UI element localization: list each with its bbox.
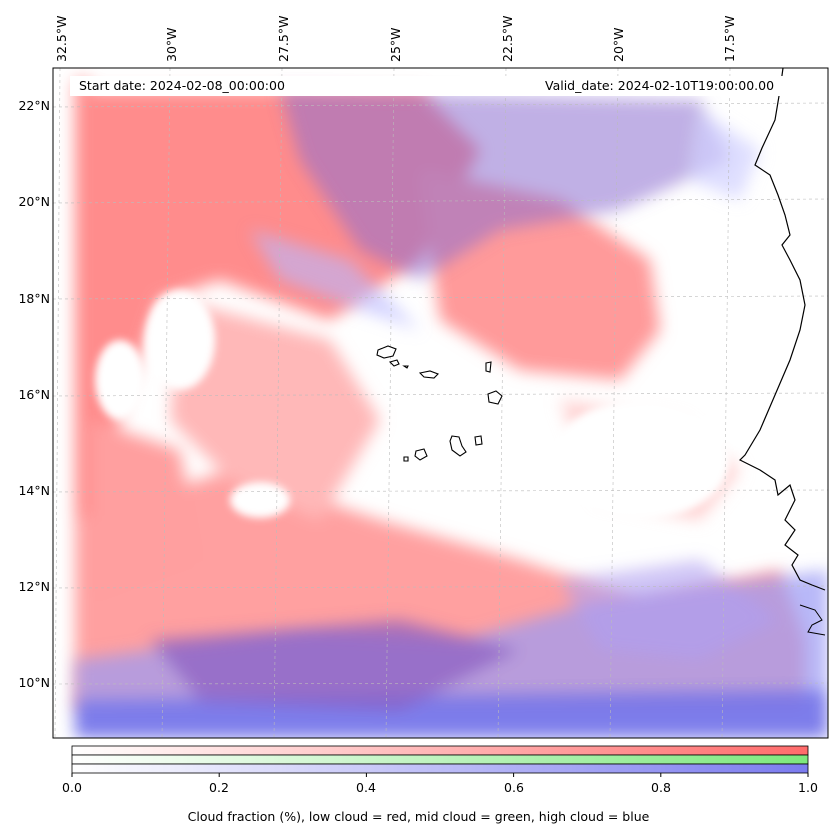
gridlines	[53, 68, 828, 738]
clear-sky-patches	[95, 210, 810, 520]
lat-label-14n: 14°N	[18, 483, 50, 498]
map-frame	[52, 67, 829, 739]
island-santa-luzia	[402, 365, 409, 369]
lat-label-20n: 20°N	[18, 194, 50, 209]
lat-label-16n: 16°N	[18, 387, 50, 402]
lon-label-22-5w: 22.5°W	[500, 15, 515, 62]
colorbar-low	[71, 745, 809, 756]
lon-label-17-5w: 17.5°W	[722, 15, 737, 62]
lon-label-32-5w: 32.5°W	[54, 15, 69, 62]
colorbar-tick-2: 0.4	[356, 780, 376, 795]
lat-label-18n: 18°N	[18, 291, 50, 306]
high-cloud-layer	[75, 90, 828, 738]
island-sao-nicolau	[418, 370, 439, 379]
island-sao-vicente	[388, 359, 400, 367]
colorbar-label: Cloud fraction (%), low cloud = red, mid…	[187, 809, 650, 824]
lon-label-30w: 30°W	[164, 27, 179, 62]
colorbar-mid	[71, 754, 809, 765]
valid-date-label: Valid_date: 2024-02-10T19:00:00.00	[545, 78, 775, 93]
map-canvas	[53, 68, 828, 738]
lat-label-22n: 22°N	[18, 98, 50, 113]
colorbar	[71, 745, 809, 777]
island-santo-antao	[376, 345, 397, 359]
lat-label-12n: 12°N	[18, 579, 50, 594]
header-banner	[70, 76, 808, 96]
colorbar-tick-3: 0.6	[504, 780, 524, 795]
colorbar-high	[71, 763, 809, 774]
lon-label-20w: 20°W	[611, 27, 626, 62]
island-boa-vista	[487, 390, 503, 405]
colorbar-tick-5: 1.0	[798, 780, 818, 795]
island-fogo	[414, 448, 428, 461]
colorbar-tick-4: 0.8	[651, 780, 671, 795]
africa-coastline	[738, 68, 826, 591]
lon-label-25w: 25°W	[388, 27, 403, 62]
island-brava	[403, 456, 409, 462]
colorbar-tick-1: 0.2	[209, 780, 229, 795]
lat-label-10n: 10°N	[18, 675, 50, 690]
cape-verde-islands	[376, 345, 503, 462]
island-santiago	[449, 435, 467, 457]
coastline-south	[799, 604, 826, 636]
island-maio	[474, 435, 483, 446]
lon-label-27-5w: 27.5°W	[276, 15, 291, 62]
island-sal	[485, 361, 492, 373]
colorbar-tick-0: 0.0	[62, 780, 82, 795]
start-date-label: Start date: 2024-02-08_00:00:00	[79, 78, 285, 93]
